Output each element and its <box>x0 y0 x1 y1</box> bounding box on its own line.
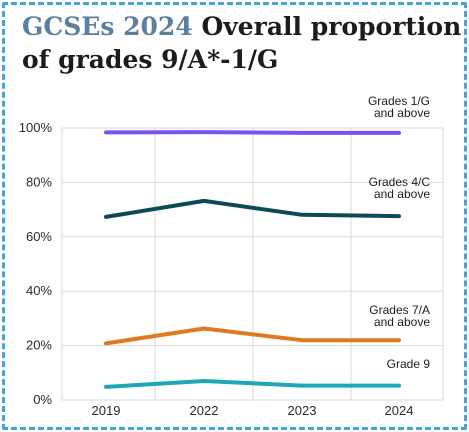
series-label: Grades 7/A <box>369 303 430 317</box>
title-highlight: GCSEs 2024 <box>22 12 193 41</box>
y-tick-label: 0% <box>33 392 52 407</box>
chart-title: GCSEs 2024 Overall proportion of grades … <box>22 10 461 76</box>
y-tick-label: 80% <box>26 174 52 189</box>
chart-grid <box>61 127 444 401</box>
x-tick-label: 2022 <box>190 403 219 418</box>
series-line <box>104 198 401 219</box>
series-label: Grade 9 <box>387 357 431 371</box>
y-tick-label: 40% <box>26 283 52 298</box>
y-tick-label: 20% <box>26 338 52 353</box>
series-label: and above <box>374 106 430 120</box>
title-line2: of grades 9/A*-1/G <box>22 45 279 74</box>
series-label: Grades 4/C <box>369 175 431 189</box>
x-tick-label: 2024 <box>385 403 414 418</box>
x-axis: 2019 2022 2023 2024 <box>92 403 414 418</box>
series-label: and above <box>374 187 430 201</box>
series-label: and above <box>374 315 430 329</box>
y-tick-label: 100% <box>19 120 53 135</box>
series-line <box>104 326 401 346</box>
series-line <box>104 130 401 135</box>
y-tick-label: 60% <box>26 229 52 244</box>
series-line <box>104 379 401 389</box>
y-axis: 0% 20% 40% 60% 80% 100% <box>19 120 53 407</box>
title-rest: Overall proportion <box>201 12 462 41</box>
x-tick-label: 2023 <box>288 403 317 418</box>
x-tick-label: 2019 <box>92 403 121 418</box>
series-label: Grades 1/G <box>368 94 430 108</box>
